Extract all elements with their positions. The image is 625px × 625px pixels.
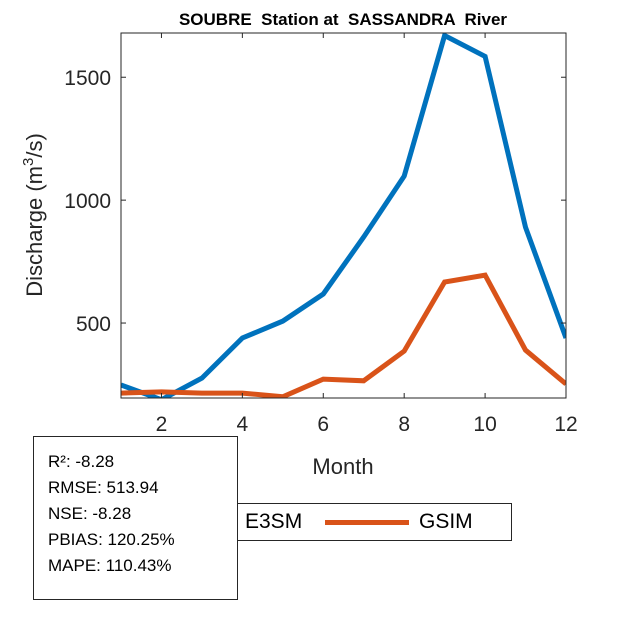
x-tick-label: 8 — [398, 413, 410, 436]
y-axis-label: Discharge (m3/s) — [20, 133, 47, 297]
legend: E3SM GSIM — [175, 503, 512, 541]
x-tick-label: 10 — [473, 413, 496, 436]
legend-label-gsim: GSIM — [419, 510, 473, 533]
x-axis-label: Month — [312, 454, 373, 479]
x-tick-label: 2 — [156, 413, 168, 436]
series-line-gsim — [121, 272, 566, 398]
legend-label-e3sm: E3SM — [245, 510, 303, 533]
series-line-e3sm — [121, 33, 566, 398]
axes-box — [120, 32, 567, 399]
x-tick-label: 6 — [317, 413, 329, 436]
x-tick-label: 4 — [237, 413, 249, 436]
metric-r2: R²: -8.28 — [48, 452, 115, 471]
metric-mape: MAPE: 110.43% — [48, 556, 172, 575]
y-tick-label: 500 — [76, 313, 111, 336]
y-tick-label: 1000 — [64, 190, 111, 213]
legend-line-gsim — [325, 519, 409, 525]
metrics-annotation-box: R²: -8.28 RMSE: 513.94 NSE: -8.28 PBIAS:… — [33, 436, 238, 600]
y-axis-label-main: Discharge (m — [22, 166, 47, 297]
metric-pbias: PBIAS: 120.25% — [48, 530, 175, 549]
tick-layer: 2 4 6 8 10 12 500 1000 1500 — [64, 33, 578, 436]
metric-rmse: RMSE: 513.94 — [48, 478, 159, 497]
series-layer — [121, 33, 566, 398]
y-axis-label-sup: 3 — [20, 158, 37, 166]
x-tick-label: 12 — [554, 413, 577, 436]
chart-title: SOUBRE Station at SASSANDRA River — [179, 10, 507, 29]
metric-nse: NSE: -8.28 — [48, 504, 132, 523]
y-tick-label: 1500 — [64, 67, 111, 90]
legend-item-gsim: GSIM — [325, 504, 473, 540]
y-axis-label-tail: /s) — [22, 133, 47, 157]
